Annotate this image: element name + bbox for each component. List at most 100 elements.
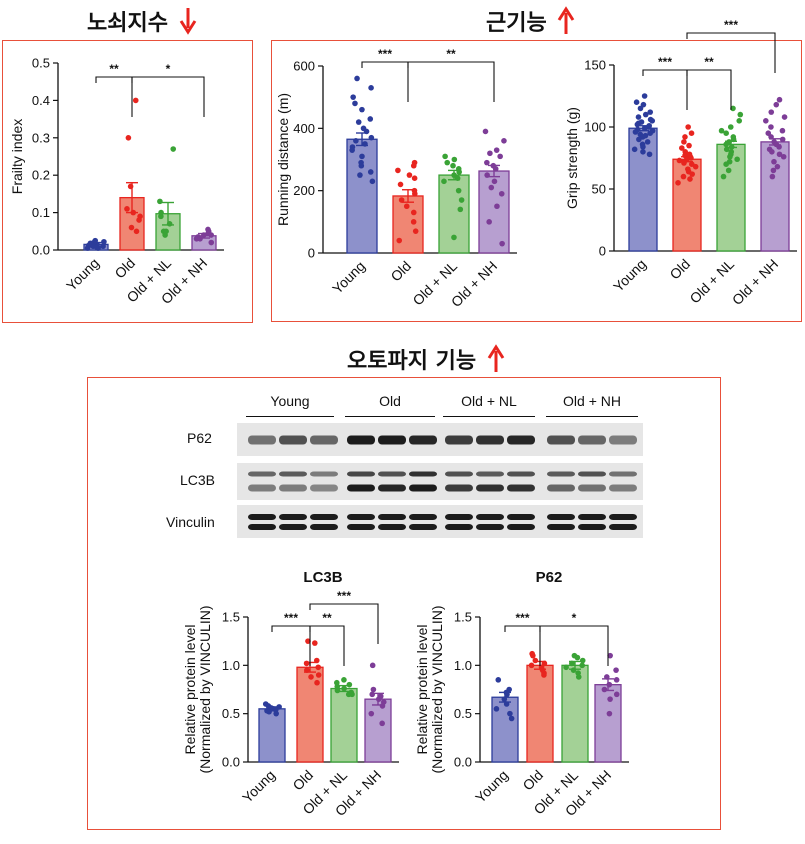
blot-band	[476, 484, 504, 492]
data-point	[455, 187, 462, 194]
significance-bracket	[361, 61, 409, 102]
blot-band	[347, 524, 375, 530]
bar	[672, 158, 702, 252]
data-point	[334, 687, 341, 694]
chart-title: P62	[536, 569, 563, 586]
blot-band	[248, 514, 276, 520]
data-point	[355, 119, 362, 125]
bar	[594, 684, 622, 763]
data-point	[680, 173, 687, 180]
data-point	[362, 141, 368, 147]
data-point	[379, 720, 385, 727]
data-point	[367, 116, 374, 122]
data-point	[641, 93, 648, 99]
data-point	[93, 244, 100, 250]
data-point	[771, 158, 777, 165]
frailty-section-title: 노쇠지수	[87, 5, 196, 37]
data-point	[604, 674, 610, 680]
y-tick-label: 100	[584, 120, 606, 135]
bar	[478, 170, 510, 254]
data-point	[776, 151, 783, 158]
data-point	[101, 238, 107, 245]
blot-band	[279, 484, 307, 492]
x-tick-label: Old	[289, 767, 316, 794]
blot-group-old-nl: Old + NL	[461, 393, 517, 409]
blot-band	[347, 484, 375, 492]
data-point	[201, 232, 207, 238]
data-point	[679, 145, 685, 151]
data-point	[640, 149, 646, 155]
data-point	[613, 677, 620, 683]
y-tick-label: 1.0	[222, 658, 240, 673]
data-point	[308, 674, 314, 680]
blot-band	[445, 484, 473, 492]
blot-band	[578, 524, 606, 530]
data-point	[563, 664, 569, 671]
data-point	[208, 239, 215, 246]
significance-label: *	[572, 611, 577, 625]
data-point	[442, 153, 448, 160]
data-point	[541, 660, 548, 667]
data-point	[451, 156, 458, 163]
data-point	[492, 166, 499, 172]
data-point	[504, 691, 510, 698]
significance-label: **	[704, 55, 714, 69]
data-point	[411, 175, 418, 181]
data-point	[313, 657, 320, 664]
blot-band	[476, 514, 504, 520]
blot-band	[609, 435, 637, 445]
blot-band	[476, 524, 504, 530]
significance-bracket	[309, 603, 379, 644]
significance-label: ***	[284, 611, 298, 625]
significance-bracket	[271, 625, 311, 666]
data-point	[369, 178, 376, 185]
data-point	[354, 75, 360, 82]
muscle-title-text: 근기능	[486, 11, 547, 36]
data-point	[359, 106, 365, 113]
blot-band	[547, 524, 575, 530]
data-point	[647, 109, 654, 115]
data-point	[100, 243, 106, 250]
data-point	[312, 640, 318, 646]
data-point	[130, 209, 137, 216]
data-point	[507, 710, 513, 717]
blot-row-label-lc3b: LC3B	[180, 472, 216, 488]
significance-label: ***	[515, 611, 529, 625]
data-point	[606, 710, 613, 717]
data-point	[607, 696, 613, 702]
x-tick-label: Old	[666, 256, 693, 283]
significance-bracket	[686, 32, 776, 73]
y-tick-label: 1.5	[454, 610, 472, 625]
significance-bracket	[504, 625, 541, 666]
data-point	[579, 657, 586, 664]
y-tick-label: 0.1	[32, 205, 50, 220]
y-tick-label: 200	[293, 183, 315, 198]
data-point	[601, 686, 608, 693]
significance-label: **	[109, 62, 119, 76]
blot-band	[279, 435, 307, 445]
data-point	[776, 96, 783, 103]
significance-bracket	[642, 69, 688, 110]
blot-band	[507, 514, 535, 520]
data-point	[649, 118, 656, 124]
data-point	[491, 178, 498, 185]
blot-group-line	[546, 416, 638, 417]
data-point	[450, 162, 456, 169]
data-point	[350, 94, 356, 100]
data-point	[410, 209, 417, 216]
chart-title: LC3B	[303, 569, 342, 586]
chart-lc3b: LC3B 0.0 0.5 1.0 1.5 Relative protein level (N…	[182, 569, 399, 819]
data-point	[314, 679, 320, 686]
data-point	[486, 219, 492, 225]
data-point	[607, 652, 613, 659]
data-point	[637, 105, 644, 112]
up-arrow-icon	[558, 6, 575, 34]
data-point	[398, 197, 405, 203]
y-tick-label: 0.0	[222, 755, 240, 770]
significance-bracket	[131, 76, 205, 117]
data-point	[458, 197, 465, 203]
data-point	[632, 129, 639, 135]
data-point	[358, 162, 365, 169]
data-point	[646, 151, 653, 158]
